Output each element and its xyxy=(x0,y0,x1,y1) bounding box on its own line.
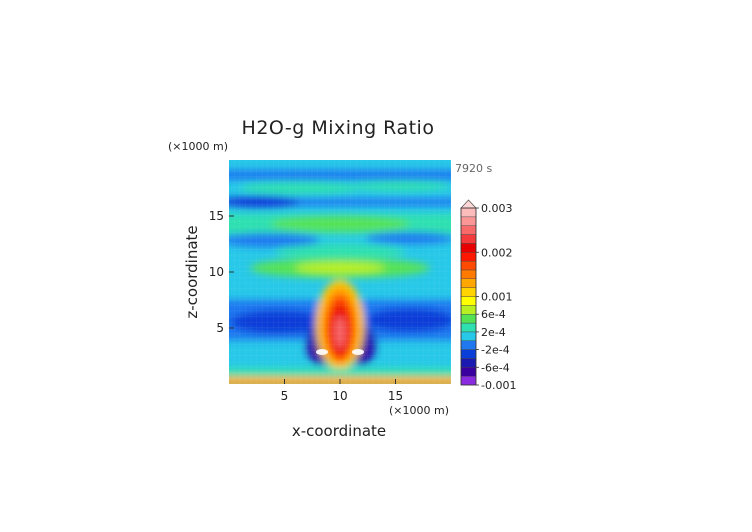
colorbar-overflow-triangle xyxy=(460,199,477,209)
y-tick-label: 5 xyxy=(216,321,224,335)
colorbar-swatch xyxy=(460,349,477,359)
x-tick-label: 15 xyxy=(388,389,403,403)
colorbar-swatch xyxy=(460,358,477,368)
colorbar-label: 6e-4 xyxy=(481,308,506,321)
x-axis-label: x-coordinate xyxy=(292,422,386,440)
colorbar-swatch xyxy=(460,331,477,341)
colorbar-label: 0.001 xyxy=(481,291,513,304)
y-axis-label: z-coordinate xyxy=(183,225,201,318)
x-tick-label: 5 xyxy=(281,389,289,403)
colorbar-swatch xyxy=(460,252,477,262)
colorbar-swatch xyxy=(460,314,477,324)
y-unit-label: (×1000 m) xyxy=(168,140,228,153)
chart-title: H2O-g Mixing Ratio xyxy=(242,117,435,139)
colorbar-swatch xyxy=(460,375,477,386)
colorbar-swatch xyxy=(460,260,477,271)
time-label: 7920 s xyxy=(455,162,492,175)
x-tick-label: 10 xyxy=(332,389,347,403)
colorbar-label: 0.003 xyxy=(481,202,513,215)
colorbar-label: 0.002 xyxy=(481,246,513,259)
colorbar-swatch xyxy=(460,305,477,315)
colorbar-swatch xyxy=(460,225,477,235)
colorbar-swatch xyxy=(460,322,477,333)
plot-area xyxy=(229,160,451,384)
colorbar-swatch xyxy=(460,296,477,306)
colorbar-label: -2e-4 xyxy=(481,344,510,357)
colorbar-swatch xyxy=(460,287,477,297)
colorbar-swatch xyxy=(460,340,477,350)
y-tick-label: 15 xyxy=(209,209,224,223)
colorbar-label: -0.001 xyxy=(481,379,516,392)
colorbar-swatch xyxy=(460,269,477,280)
colorbar-swatch xyxy=(460,278,477,288)
colorbar-swatch xyxy=(460,216,477,226)
colorbar-label: 2e-4 xyxy=(481,326,506,339)
colorbar-swatch xyxy=(460,367,477,377)
colorbar-swatch xyxy=(460,234,477,244)
axis-ticks: 5 10 15 5 10 15 xyxy=(209,209,403,403)
y-tick-label: 10 xyxy=(209,265,224,279)
colorbar: 0.003 0.002 0.001 6e-4 2e-4 -2e-4 -6e-4 -0.001 xyxy=(460,199,516,392)
colorbar-swatch xyxy=(460,207,477,218)
colorbar-label: -6e-4 xyxy=(481,361,510,374)
colorbar-swatch xyxy=(460,243,477,253)
x-unit-label: (×1000 m) xyxy=(389,404,449,417)
